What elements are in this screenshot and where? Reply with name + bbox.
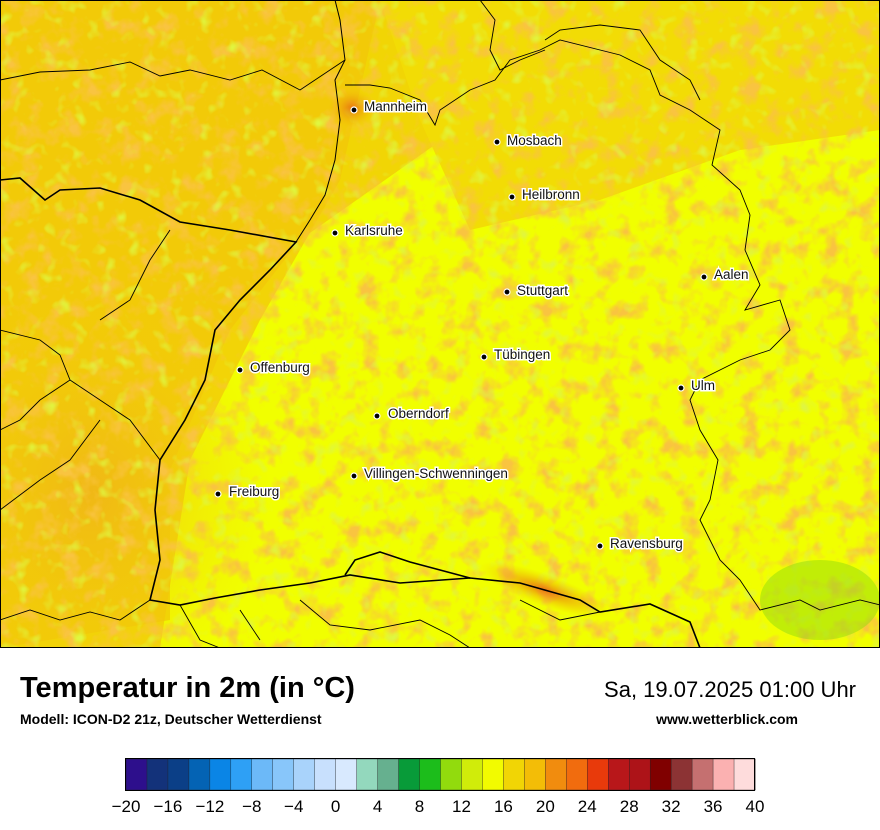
- legend-swatch: [377, 758, 400, 791]
- city-mosbach: Mosbach: [493, 132, 563, 150]
- city-karlsruhe: Karlsruhe: [331, 222, 404, 240]
- legend-swatch: [293, 758, 316, 791]
- border-lake-outline: [344, 551, 471, 579]
- city-ulm: Ulm: [677, 377, 717, 395]
- legend-tick-label: −8: [242, 797, 261, 816]
- legend-tick-label: −20: [112, 797, 141, 816]
- legend-tick-label: 4: [373, 797, 382, 816]
- legend-tick-label: 40: [746, 797, 765, 816]
- legend-swatch: [545, 758, 567, 791]
- color-legend: −20 −16 −12 −8 −4 0 4 8 12 16 20 24 28 32 36 40: [112, 758, 765, 816]
- cool-spot-east: [760, 560, 880, 640]
- source-url: www.wetterblick.com: [656, 711, 798, 727]
- legend-tick-label: 28: [620, 797, 639, 816]
- legend-tick-label: 36: [704, 797, 723, 816]
- legend-tick-label: −16: [154, 797, 183, 816]
- border-northeast: [479, 0, 701, 101]
- legend-tick-label: 0: [331, 797, 340, 816]
- legend-tick-label: 16: [494, 797, 513, 816]
- legend-tick-label: −4: [284, 797, 303, 816]
- city-label: Stuttgart: [517, 283, 568, 298]
- legend-swatch: [356, 758, 379, 791]
- city-label: Ulm: [691, 378, 715, 393]
- city-label: Aalen: [714, 267, 749, 282]
- city-heilbronn: Heilbronn: [508, 186, 581, 204]
- legend-swatch: [167, 758, 190, 791]
- city-label: Ravensburg: [610, 536, 683, 551]
- borders: [0, 0, 880, 648]
- legend-swatch: [230, 758, 253, 791]
- city-label: Oberndorf: [388, 406, 449, 421]
- legend-ticks: −20 −16 −12 −8 −4 0 4 8 12 16 20 24 28 32 36 40: [112, 797, 765, 816]
- border-north-outline: [0, 39, 880, 611]
- legend-swatch: [335, 758, 358, 791]
- model-subtitle: Modell: ICON-D2 21z, Deutscher Wetterdie…: [20, 711, 322, 727]
- legend-tick-label: 24: [578, 797, 597, 816]
- legend-swatch: [524, 758, 546, 791]
- city-aalen: Aalen: [700, 266, 750, 284]
- legend-tick-label: 12: [452, 797, 471, 816]
- legend-swatch: [440, 758, 463, 791]
- legend-swatch: [482, 758, 504, 791]
- legend-swatch: [419, 758, 442, 791]
- city-stuttgart: Stuttgart: [503, 282, 570, 300]
- legend-swatch: [188, 758, 211, 791]
- legend-swatch: [629, 758, 651, 791]
- city-offenburg: Offenburg: [236, 359, 311, 377]
- city-label: Freiburg: [229, 484, 279, 499]
- map-title: Temperatur in 2m (in °C): [20, 672, 355, 704]
- legend-swatch: [587, 758, 609, 791]
- city-markers: Mannheim Mosbach Heilbronn Karlsruhe Aal…: [214, 98, 750, 553]
- border-rhine-north: [295, 0, 346, 243]
- temperature-map: Mannheim Mosbach Heilbronn Karlsruhe Aal…: [0, 0, 880, 648]
- legend-swatch: [503, 758, 525, 791]
- texture-cool: [0, 0, 880, 648]
- legend-swatch: [398, 758, 421, 791]
- city-mannheim: Mannheim: [350, 98, 429, 116]
- legend-swatch: [649, 758, 672, 791]
- city-label: Villingen-Schwenningen: [364, 466, 508, 481]
- legend-swatch: [712, 758, 735, 791]
- legend-swatch: [209, 758, 232, 791]
- border-west-inner: [0, 229, 171, 511]
- legend-swatch: [251, 758, 274, 791]
- legend-tick-label: 32: [662, 797, 681, 816]
- legend-swatch: [125, 758, 148, 791]
- legend-swatch: [608, 758, 630, 791]
- city-label: Heilbronn: [522, 187, 580, 202]
- legend-tick-label: 20: [536, 797, 555, 816]
- city-label: Tübingen: [494, 347, 550, 362]
- border-south-inner: [0, 599, 601, 648]
- forecast-datetime: Sa, 19.07.2025 01:00 Uhr: [604, 677, 856, 702]
- legend-tick-label: 8: [415, 797, 424, 816]
- city-label: Mannheim: [364, 99, 427, 114]
- legend-frame: [125, 758, 755, 791]
- border-state-main: [0, 177, 701, 648]
- city-ravensburg: Ravensburg: [596, 535, 684, 553]
- legend-swatch: [691, 758, 714, 791]
- city-label: Mosbach: [507, 133, 562, 148]
- legend-swatch: [314, 758, 337, 791]
- city-villingen-schwenningen: Villingen-Schwenningen: [350, 465, 509, 483]
- city-freiburg: Freiburg: [214, 483, 281, 501]
- legend-swatch: [461, 758, 484, 791]
- city-label: Karlsruhe: [345, 223, 403, 238]
- legend-swatch: [670, 758, 693, 791]
- city-oberndorf: Oberndorf: [373, 405, 451, 423]
- city-label: Offenburg: [250, 360, 310, 375]
- city-tuebingen: Tübingen: [480, 346, 552, 364]
- legend-swatch: [272, 758, 295, 791]
- legend-tick-label: −12: [195, 797, 224, 816]
- legend-swatches: [125, 758, 756, 791]
- legend-swatch: [733, 758, 756, 791]
- legend-swatch: [146, 758, 169, 791]
- legend-swatch: [566, 758, 588, 791]
